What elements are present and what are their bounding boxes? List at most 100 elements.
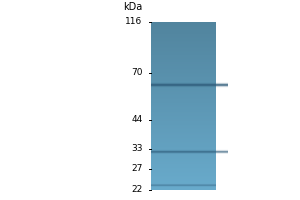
Bar [152,50,216,51]
Bar [152,144,216,145]
Bar [152,170,216,171]
Bar [152,87,216,88]
Bar [152,123,216,124]
Bar [152,104,216,105]
Bar [152,73,216,74]
Bar [152,36,216,37]
Bar [152,118,216,119]
Bar [152,67,216,68]
Bar [152,77,216,78]
Bar [152,68,216,69]
Bar [152,168,216,169]
Bar [152,96,216,97]
Bar [152,83,216,84]
Bar [152,189,216,190]
Bar [152,175,216,176]
Bar [152,28,216,29]
Bar [152,147,216,148]
Bar [152,139,216,140]
Bar [152,127,216,128]
Bar [152,102,216,103]
Bar [152,169,216,170]
Bar [152,55,216,56]
Bar [152,26,216,27]
Bar [152,166,216,167]
Bar [152,99,216,100]
Bar [152,156,216,157]
Bar [152,86,216,87]
Bar [152,149,216,150]
Bar [152,108,216,109]
Bar [152,185,216,186]
Bar [152,130,216,131]
Bar [152,57,216,58]
Bar [152,129,216,130]
Bar [152,66,216,67]
Bar [152,62,216,63]
Bar [152,58,216,59]
Bar [152,91,216,92]
Bar [152,105,216,106]
Bar [152,95,216,96]
Bar [152,160,216,161]
Bar [152,117,216,118]
Bar [152,82,216,83]
Bar [152,38,216,39]
Bar [152,171,216,172]
Bar [152,56,216,57]
Bar [152,174,216,175]
Bar [152,94,216,95]
Bar [152,159,216,160]
Text: 22: 22 [131,185,142,194]
Bar [152,143,216,144]
Bar [152,46,216,47]
Bar [152,52,216,53]
Bar [152,111,216,112]
Bar [152,35,216,36]
Bar [152,100,216,101]
Bar [152,72,216,73]
Bar [152,165,216,166]
Bar [152,176,216,177]
Bar [152,49,216,50]
Bar [152,164,216,165]
Bar [152,51,216,52]
Bar [152,74,216,75]
Bar [152,148,216,149]
Bar [152,101,216,102]
Bar [152,178,216,179]
Bar [152,39,216,40]
Bar [152,70,216,71]
Text: 70: 70 [131,68,142,77]
Bar [152,81,216,82]
Bar [152,120,216,121]
Bar [152,44,216,45]
Bar [152,155,216,156]
Bar [152,133,216,134]
Bar [152,22,216,23]
Bar [152,152,216,153]
Bar [152,47,216,48]
Bar [152,65,216,66]
Bar [152,163,216,164]
Bar [152,79,216,80]
Bar [152,29,216,30]
Bar [152,40,216,41]
Bar [152,119,216,120]
Bar [152,30,216,31]
Bar [152,135,216,136]
Bar [152,60,216,61]
Bar [152,162,216,163]
Bar [152,103,216,104]
Bar [152,69,216,70]
Bar [152,184,216,185]
Bar [152,136,216,137]
Bar [152,61,216,62]
Bar [152,183,216,184]
Bar [152,93,216,94]
Bar [152,181,216,182]
Bar [152,140,216,141]
Text: 44: 44 [131,115,142,124]
Bar [152,97,216,98]
Bar [152,42,216,43]
